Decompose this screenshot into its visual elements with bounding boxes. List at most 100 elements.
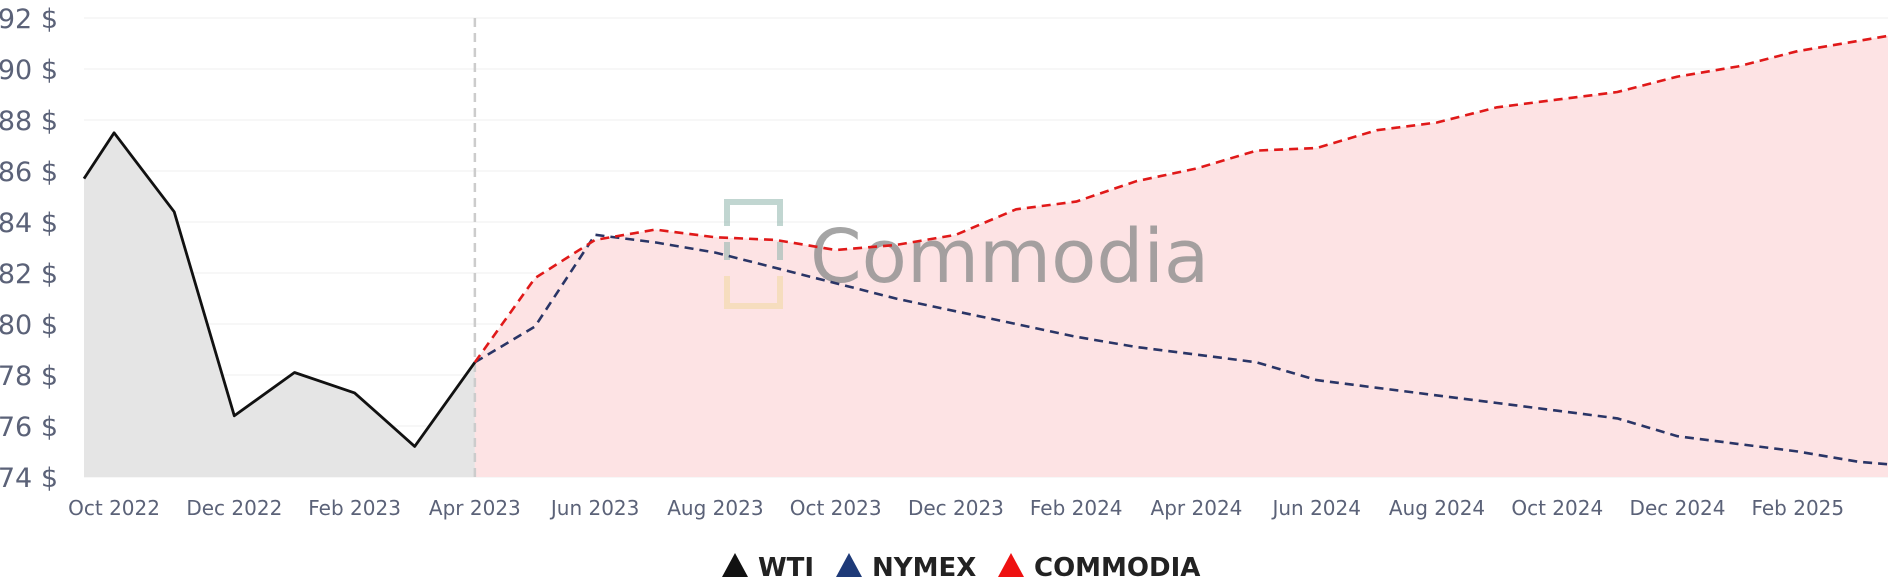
- data-point-commodia: [533, 276, 537, 280]
- data-point-commodia: [1195, 167, 1199, 171]
- data-point-wti: [112, 131, 116, 135]
- watermark-text: Commodia: [810, 214, 1209, 300]
- data-point-commodia: [1676, 75, 1680, 79]
- y-tick-label: 78 $: [0, 361, 58, 392]
- legend-item-nymex[interactable]: NYMEX: [836, 553, 976, 583]
- data-point-commodia: [1796, 49, 1800, 53]
- y-tick-label: 92 $: [0, 4, 58, 35]
- legend-item-wti[interactable]: WTI: [722, 553, 814, 583]
- data-point-nymex: [1615, 416, 1619, 420]
- legend-label: WTI: [758, 553, 814, 583]
- y-tick-label: 74 $: [0, 463, 58, 494]
- y-tick-label: 84 $: [0, 208, 58, 239]
- data-point-nymex: [1495, 401, 1499, 405]
- data-point-commodia: [1134, 179, 1138, 183]
- data-point-commodia: [713, 235, 717, 239]
- x-tick-label: Aug 2024: [1389, 496, 1485, 520]
- data-point-nymex: [1315, 378, 1319, 382]
- data-point-nymex: [774, 266, 778, 270]
- data-point-wti: [232, 414, 236, 418]
- x-tick-label: Jun 2023: [549, 496, 640, 520]
- data-point-commodia: [1074, 200, 1078, 204]
- data-point-commodia: [894, 243, 898, 247]
- x-tick-label: Apr 2023: [429, 496, 521, 520]
- data-point-commodia: [1615, 90, 1619, 94]
- data-point-commodia: [1014, 207, 1018, 211]
- legend-triangle-icon: [836, 553, 862, 577]
- data-point-commodia: [653, 228, 657, 232]
- x-tick-label: Dec 2023: [908, 496, 1004, 520]
- x-tick-label: Oct 2022: [68, 496, 160, 520]
- legend: WTI NYMEX COMMODIA: [722, 553, 1200, 583]
- data-point-commodia: [1495, 105, 1499, 109]
- x-tick-label: Aug 2023: [667, 496, 763, 520]
- data-point-wti: [293, 371, 297, 375]
- x-tick-label: Oct 2024: [1511, 496, 1603, 520]
- axis-labels: 74 $ 76 $ 78 $ 80 $ 82 $ 84 $ 86 $ 88 $ 90 $ 92 $…: [0, 4, 1844, 520]
- data-point-nymex: [593, 233, 597, 237]
- data-point-commodia: [1375, 128, 1379, 132]
- data-point-nymex: [834, 281, 838, 285]
- y-tick-label: 86 $: [0, 157, 58, 188]
- series-line-wti: [82, 131, 477, 448]
- commodia-logo-icon: [724, 199, 783, 309]
- data-point-wti: [413, 444, 417, 448]
- data-point-commodia: [1555, 98, 1559, 102]
- data-point-nymex: [1074, 335, 1078, 339]
- data-point-nymex: [1796, 450, 1800, 454]
- data-point-nymex: [894, 297, 898, 301]
- data-point-nymex: [1555, 409, 1559, 413]
- legend-triangle-icon: [722, 553, 748, 577]
- y-tick-label: 80 $: [0, 310, 58, 341]
- legend-item-commodia[interactable]: COMMODIA: [998, 553, 1200, 583]
- series-line-nymex: [474, 233, 1889, 466]
- data-point-commodia: [1886, 34, 1890, 38]
- y-tick-label: 76 $: [0, 412, 58, 443]
- x-tick-label: Dec 2022: [186, 496, 282, 520]
- data-point-nymex: [1856, 460, 1860, 464]
- data-point-nymex: [1014, 322, 1018, 326]
- data-point-nymex: [713, 251, 717, 255]
- data-point-nymex: [1375, 386, 1379, 390]
- data-point-wti: [172, 210, 176, 214]
- data-point-nymex: [653, 240, 657, 244]
- x-tick-label: Apr 2024: [1151, 496, 1243, 520]
- series-lines: [82, 34, 1890, 466]
- data-point-commodia: [1435, 121, 1439, 125]
- data-point-nymex: [1435, 393, 1439, 397]
- data-point-commodia: [834, 248, 838, 252]
- y-tick-label: 90 $: [0, 55, 58, 86]
- data-point-commodia: [954, 233, 958, 237]
- data-point-commodia: [774, 238, 778, 242]
- area-fill-wti: [84, 132, 475, 478]
- legend-triangle-icon: [998, 553, 1024, 577]
- legend-label: NYMEX: [872, 553, 976, 583]
- x-tick-label: Feb 2023: [308, 496, 401, 520]
- data-point-nymex: [954, 309, 958, 313]
- x-tick-label: Oct 2023: [790, 496, 882, 520]
- x-tick-label: Jun 2024: [1270, 496, 1361, 520]
- data-point-wti: [82, 177, 86, 181]
- data-point-commodia: [1856, 39, 1860, 43]
- legend-label: COMMODIA: [1034, 553, 1200, 583]
- data-point-nymex: [533, 325, 537, 329]
- data-point-commodia: [1736, 65, 1740, 69]
- commodia-watermark: Commodia: [724, 199, 1209, 309]
- data-point-nymex: [1134, 345, 1138, 349]
- x-tick-label: Dec 2024: [1630, 496, 1726, 520]
- y-tick-label: 88 $: [0, 106, 58, 137]
- y-tick-label: 82 $: [0, 259, 58, 290]
- x-tick-label: Feb 2024: [1030, 496, 1123, 520]
- series-line-commodia: [473, 34, 1889, 364]
- area-fill-commodia: [474, 35, 1888, 478]
- data-point-commodia: [1255, 149, 1259, 153]
- data-point-nymex: [1676, 434, 1680, 438]
- data-point-nymex: [1195, 353, 1199, 357]
- data-point-commodia: [473, 360, 477, 364]
- x-tick-label: Feb 2025: [1751, 496, 1844, 520]
- area-fills: [84, 35, 1888, 478]
- data-point-nymex: [1886, 462, 1890, 466]
- data-point-nymex: [1736, 442, 1740, 446]
- data-point-commodia: [593, 238, 597, 242]
